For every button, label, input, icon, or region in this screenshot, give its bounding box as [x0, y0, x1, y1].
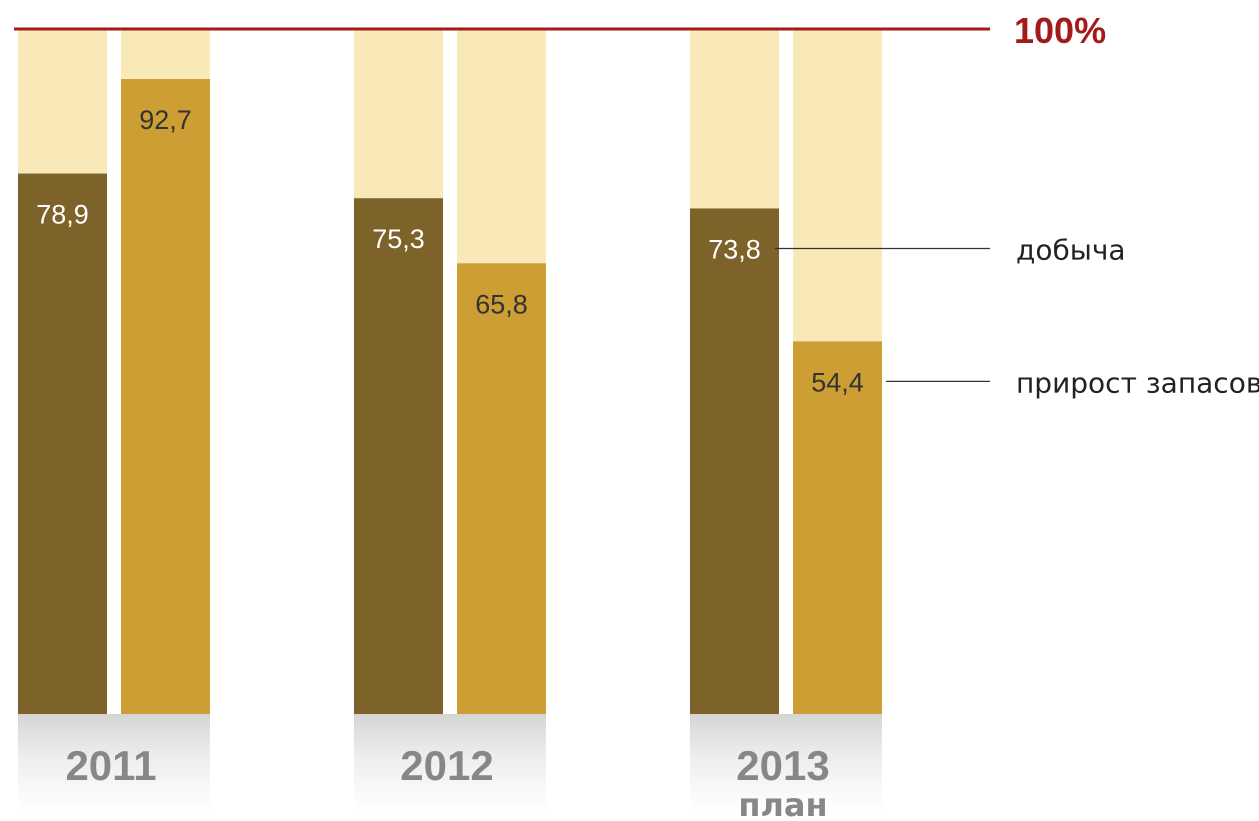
bar-s1-2013: [690, 208, 779, 714]
legend-label-s2: прирост запасов: [1016, 366, 1259, 399]
data-label-s2-2012: 65,8: [475, 289, 528, 319]
data-label-s2-2013: 54,4: [811, 367, 864, 397]
bar-s1-2012: [354, 198, 443, 714]
category-label-2012: 2012: [400, 742, 493, 789]
bar-remainder-s2-2011: [121, 29, 210, 80]
bar-remainder-s2-2013: [793, 29, 882, 342]
data-label-s1-2012: 75,3: [372, 224, 425, 254]
bar-remainder-s1-2013: [690, 29, 779, 209]
reference-line-group: 100%: [14, 10, 1106, 51]
data-label-s1-2011: 78,9: [36, 200, 89, 230]
category-band-2012: [354, 714, 546, 812]
bar-s1-2011: [18, 173, 107, 714]
category-label-2011: 2011: [65, 742, 156, 789]
category-sublabel-2013: план: [738, 786, 827, 821]
bar-remainder-s1-2011: [18, 29, 107, 174]
bar-s2-2011: [121, 79, 210, 714]
reference-line-label: 100%: [1014, 10, 1106, 51]
data-label-s1-2013: 73,8: [708, 234, 761, 264]
category-bands: [18, 714, 882, 812]
category-band-2013: [690, 714, 882, 812]
bars: 78,9 75,3 73,8 92,7 65,8 54,4: [18, 29, 882, 714]
category-band-2011: [18, 714, 210, 812]
legend-label-s1: добыча: [1016, 233, 1126, 266]
data-label-s2-2011: 92,7: [139, 105, 192, 135]
category-label-2013: 2013: [736, 742, 829, 789]
bar-remainder-s2-2012: [457, 29, 546, 264]
bar-remainder-s1-2012: [354, 29, 443, 199]
legend: добыча прирост запасов: [775, 233, 1259, 399]
bar-s2-2012: [457, 263, 546, 714]
bar-s2-2013: [793, 341, 882, 714]
